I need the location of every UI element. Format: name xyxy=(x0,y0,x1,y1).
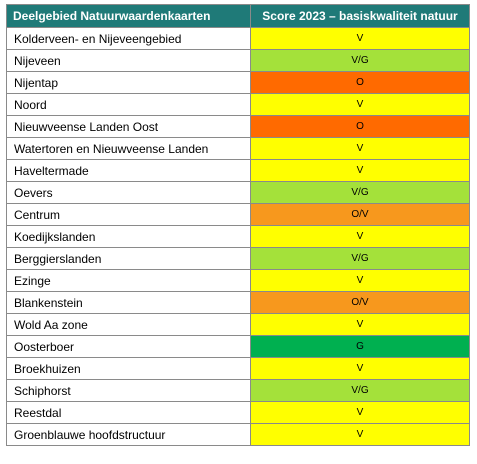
area-name-cell: Groenblauwe hoofdstructuur xyxy=(6,423,251,446)
score-cell: V xyxy=(250,401,470,424)
score-cell: O/V xyxy=(250,291,470,314)
area-name-cell: Wold Aa zone xyxy=(6,313,251,336)
score-cell: V xyxy=(250,27,470,50)
table-row: Groenblauwe hoofdstructuur V xyxy=(6,423,470,446)
score-cell: O/V xyxy=(250,203,470,226)
score-cell: V xyxy=(250,137,470,160)
table-row: Berggierslanden V/G xyxy=(6,247,470,270)
area-name-cell: Ezinge xyxy=(6,269,251,292)
table-row: Ezinge V xyxy=(6,269,470,292)
header-score: Score 2023 – basiskwaliteit natuur xyxy=(250,4,470,28)
area-name-cell: Broekhuizen xyxy=(6,357,251,380)
score-cell: V xyxy=(250,159,470,182)
area-name-cell: Nieuwveense Landen Oost xyxy=(6,115,251,138)
area-name-cell: Nijentap xyxy=(6,71,251,94)
area-name-cell: Centrum xyxy=(6,203,251,226)
table-body: Kolderveen- en Nijeveengebied V Nijeveen V/… xyxy=(6,27,470,446)
area-name-cell: Haveltermade xyxy=(6,159,251,182)
area-name-cell: Oosterboer xyxy=(6,335,251,358)
score-cell: V xyxy=(250,357,470,380)
score-cell: O xyxy=(250,71,470,94)
area-name-cell: Schiphorst xyxy=(6,379,251,402)
area-name-cell: Watertoren en Nieuwveense Landen xyxy=(6,137,251,160)
table-row: Schiphorst V/G xyxy=(6,379,470,402)
table-row: Centrum O/V xyxy=(6,203,470,226)
area-name-cell: Kolderveen- en Nijeveengebied xyxy=(6,27,251,50)
table-row: Nijeveen V/G xyxy=(6,49,470,72)
score-cell: V/G xyxy=(250,49,470,72)
table-row: Blankenstein O/V xyxy=(6,291,470,314)
area-name-cell: Blankenstein xyxy=(6,291,251,314)
score-cell: V/G xyxy=(250,379,470,402)
table-row: Oevers V/G xyxy=(6,181,470,204)
area-name-cell: Nijeveen xyxy=(6,49,251,72)
table-row: Wold Aa zone V xyxy=(6,313,470,336)
table-row: Noord V xyxy=(6,93,470,116)
score-cell: V xyxy=(250,269,470,292)
area-name-cell: Koedijkslanden xyxy=(6,225,251,248)
header-area: Deelgebied Natuurwaardenkaarten xyxy=(6,4,251,28)
score-cell: G xyxy=(250,335,470,358)
table-row: Reestdal V xyxy=(6,401,470,424)
table-row: Kolderveen- en Nijeveengebied V xyxy=(6,27,470,50)
table-row: Nieuwveense Landen Oost O xyxy=(6,115,470,138)
score-cell: V xyxy=(250,423,470,446)
score-cell: V xyxy=(250,225,470,248)
area-name-cell: Oevers xyxy=(6,181,251,204)
header-row: Deelgebied Natuurwaardenkaarten Score 20… xyxy=(6,4,470,28)
score-cell: V/G xyxy=(250,247,470,270)
score-cell: V xyxy=(250,313,470,336)
table-row: Watertoren en Nieuwveense Landen V xyxy=(6,137,470,160)
area-name-cell: Reestdal xyxy=(6,401,251,424)
score-table: Deelgebied Natuurwaardenkaarten Score 20… xyxy=(6,4,470,446)
table-row: Koedijkslanden V xyxy=(6,225,470,248)
area-name-cell: Noord xyxy=(6,93,251,116)
table-row: Haveltermade V xyxy=(6,159,470,182)
score-cell: V xyxy=(250,93,470,116)
score-cell: V/G xyxy=(250,181,470,204)
table-row: Nijentap O xyxy=(6,71,470,94)
area-name-cell: Berggierslanden xyxy=(6,247,251,270)
table-row: Oosterboer G xyxy=(6,335,470,358)
score-cell: O xyxy=(250,115,470,138)
table-row: Broekhuizen V xyxy=(6,357,470,380)
